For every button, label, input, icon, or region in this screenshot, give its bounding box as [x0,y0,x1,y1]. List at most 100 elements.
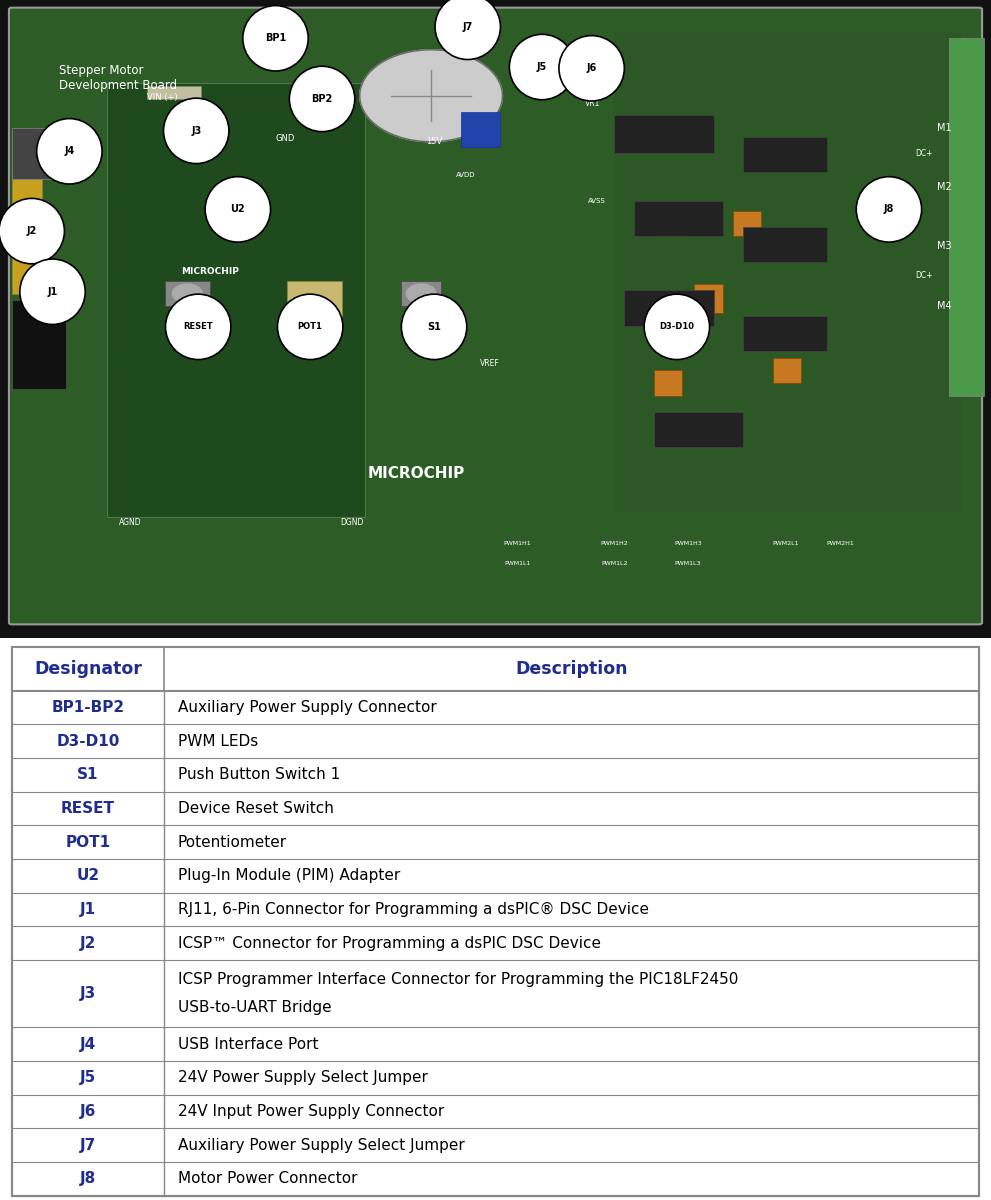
Text: J3: J3 [79,986,96,1001]
Text: Designator: Designator [34,660,142,678]
Text: Description: Description [515,660,627,678]
Text: Auxiliary Power Supply Select Jumper: Auxiliary Power Supply Select Jumper [177,1138,465,1152]
Text: BP1-BP2: BP1-BP2 [52,700,125,715]
Ellipse shape [435,0,500,60]
Text: DC+: DC+ [916,149,934,157]
Text: M1: M1 [937,122,952,133]
Ellipse shape [243,6,308,71]
Text: AGND: AGND [119,517,142,527]
Text: AVSS: AVSS [588,198,606,204]
Text: Plug-In Module (PIM) Adapter: Plug-In Module (PIM) Adapter [177,869,400,883]
Text: Stepper Motor
Development Board: Stepper Motor Development Board [59,64,177,92]
Text: USB Interface Port: USB Interface Port [177,1037,318,1051]
Text: J7: J7 [463,22,473,32]
Text: POT1: POT1 [297,323,323,331]
Ellipse shape [289,66,355,132]
Text: RESET: RESET [183,323,213,331]
Text: VIN (+): VIN (+) [147,92,177,102]
Text: Potentiometer: Potentiometer [177,834,286,850]
Text: J4: J4 [64,146,74,156]
FancyBboxPatch shape [9,7,982,624]
Circle shape [172,284,202,304]
Text: U2: U2 [231,204,245,215]
Text: J2: J2 [79,936,96,950]
Text: BP1: BP1 [265,34,286,43]
Text: MICROCHIP: MICROCHIP [368,466,465,481]
Text: DGND: DGND [340,517,364,527]
Text: PWM1L1: PWM1L1 [504,560,530,565]
Text: RJ11, 6-Pin Connector for Programming a dsPIC® DSC Device: RJ11, 6-Pin Connector for Programming a … [177,902,649,917]
Bar [654,371,682,396]
Ellipse shape [164,98,229,163]
Text: S1: S1 [77,767,98,782]
Bar [12,647,979,690]
Bar [12,127,61,179]
Text: PWM1H1: PWM1H1 [503,541,531,546]
Bar [461,112,500,146]
Bar [165,281,210,306]
Text: PWM1L3: PWM1L3 [675,560,701,565]
Text: VR1: VR1 [585,98,601,108]
Bar [654,208,684,236]
Text: J5: J5 [537,62,547,72]
Circle shape [360,49,502,142]
Text: J6: J6 [587,64,597,73]
Ellipse shape [165,294,231,360]
Text: PWM1L2: PWM1L2 [602,560,627,565]
Bar [743,137,827,173]
Text: PWM2L1: PWM2L1 [773,541,799,546]
Text: 15V: 15V [426,137,442,146]
Text: PWM LEDs: PWM LEDs [177,733,258,749]
Text: USB-to-UART Bridge: USB-to-UART Bridge [177,1001,331,1015]
Text: J7: J7 [79,1138,96,1152]
Text: J5: J5 [79,1070,96,1085]
Bar [694,284,723,313]
Ellipse shape [205,176,271,242]
Text: 24V Input Power Supply Connector: 24V Input Power Supply Connector [177,1104,444,1118]
Text: DC+: DC+ [916,271,934,281]
Text: Push Button Switch 1: Push Button Switch 1 [177,767,340,782]
Bar [401,281,441,306]
Bar [733,211,761,236]
Text: VREF: VREF [480,359,499,368]
Bar [654,412,743,446]
Text: U2: U2 [76,869,99,883]
Text: J1: J1 [79,902,96,917]
Bar [614,32,961,511]
Text: ICSP™ Connector for Programming a dsPIC DSC Device: ICSP™ Connector for Programming a dsPIC … [177,936,601,950]
Ellipse shape [0,198,64,264]
Text: MICROCHIP: MICROCHIP [181,266,239,276]
Text: RESET: RESET [60,800,115,816]
Bar [287,281,342,316]
Text: J1: J1 [48,287,57,296]
Text: Motor Power Connector: Motor Power Connector [177,1171,357,1186]
Text: AVDD: AVDD [456,172,476,178]
Text: D3-D10: D3-D10 [56,733,120,749]
Bar [12,166,42,294]
Bar [12,300,66,390]
Text: PWM1H2: PWM1H2 [601,541,628,546]
Text: 24V Power Supply Select Jumper: 24V Power Supply Select Jumper [177,1070,427,1085]
Ellipse shape [559,36,624,101]
Bar [107,83,365,517]
Ellipse shape [856,176,922,242]
Text: POT1: POT1 [65,834,110,850]
Text: J4: J4 [79,1037,96,1051]
Text: J2: J2 [27,226,37,236]
Ellipse shape [37,119,102,184]
Text: S1: S1 [427,322,441,332]
Text: J6: J6 [79,1104,96,1118]
Bar [624,290,714,325]
Ellipse shape [277,294,343,360]
Bar [614,115,714,154]
Bar [743,227,827,262]
Bar [949,38,984,396]
Bar [634,202,723,236]
Bar [147,86,201,98]
Ellipse shape [401,294,467,360]
Text: M2: M2 [937,182,952,192]
Text: BP2: BP2 [311,94,333,104]
Text: J8: J8 [884,204,894,215]
Text: M3: M3 [937,241,952,252]
Text: J3: J3 [191,126,201,136]
